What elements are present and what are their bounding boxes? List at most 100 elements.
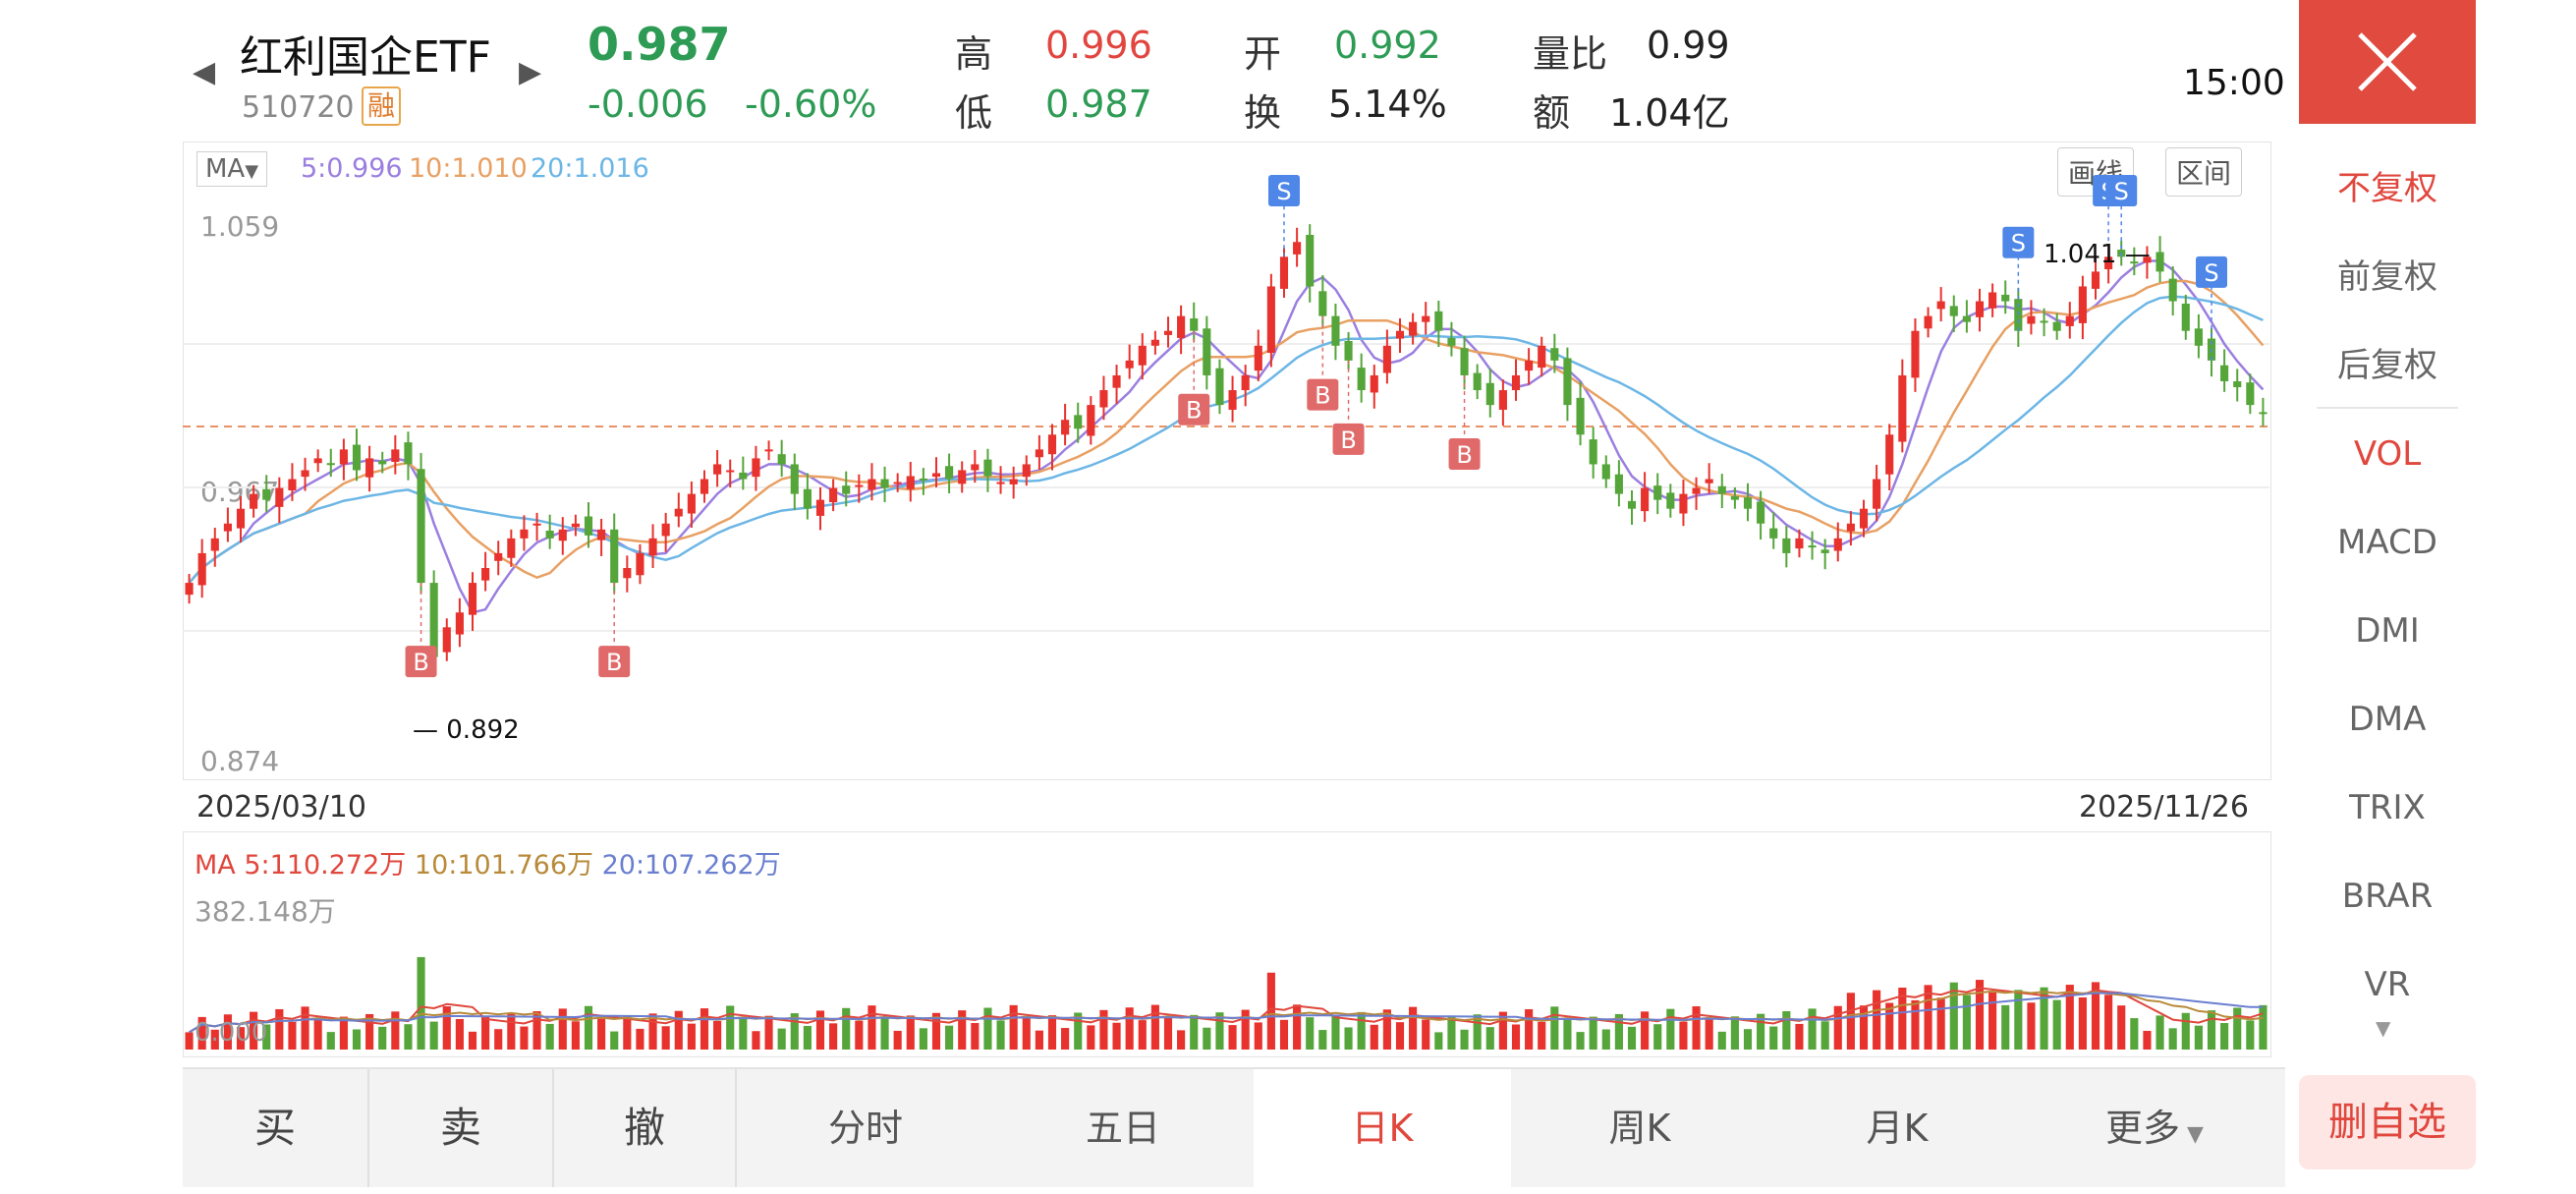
candle-body — [636, 552, 644, 576]
volume-bar — [468, 1031, 477, 1050]
sell-signal-badge — [2105, 175, 2138, 206]
volume-bar — [2168, 1028, 2177, 1050]
volume-bar — [636, 1028, 644, 1050]
buy-signal-badge — [1307, 378, 1339, 411]
tab-daily-k[interactable]: 日K — [1254, 1069, 1511, 1187]
sidebar-item-dma[interactable]: DMA — [2348, 700, 2427, 739]
volume-bar — [197, 1016, 206, 1050]
sidebar-item-vr[interactable]: VR — [2364, 965, 2411, 1004]
sidebar-item-backward-adjust[interactable]: 后复权 — [2337, 346, 2437, 385]
vol-ma20: 20:107.262万 — [601, 850, 781, 881]
candle-body — [1782, 538, 1791, 553]
tab-buy[interactable]: 买 — [253, 1104, 296, 1152]
candle-body — [1873, 479, 1881, 509]
volume-bar — [584, 1005, 593, 1050]
tab-weekly-k[interactable]: 周K — [1608, 1107, 1671, 1150]
candle-body — [352, 444, 362, 471]
volume-bar — [931, 1012, 941, 1050]
volume-bar — [1589, 1016, 1597, 1050]
range-button[interactable]: 区间 — [2165, 147, 2243, 197]
volume-bar — [275, 1008, 284, 1050]
candle-body — [2091, 271, 2100, 289]
tab-intraday[interactable]: 分时 — [827, 1107, 903, 1150]
buy-signal-badge — [1332, 423, 1365, 455]
kline-chart: BBBBBBSSSSS — [183, 175, 2269, 678]
candle-body — [1125, 360, 1134, 369]
volume-bar — [236, 1027, 246, 1050]
caret-down-icon[interactable]: ▼ — [2376, 1016, 2391, 1040]
tab-cancel[interactable]: 撤 — [623, 1104, 665, 1152]
candle-body — [301, 470, 309, 478]
volume-bar — [1331, 1014, 1340, 1050]
volume-bar — [223, 1014, 232, 1050]
candle-body — [1306, 234, 1315, 287]
volume-bar — [1873, 990, 1881, 1050]
chevron-left-icon[interactable]: ◀ — [193, 55, 216, 89]
volume-bar — [713, 1020, 722, 1050]
sidebar-item-vol[interactable]: VOL — [2353, 434, 2422, 474]
sidebar-item-trix[interactable]: TRIX — [2349, 788, 2426, 827]
volume-bar — [996, 1020, 1005, 1050]
candle-body — [2001, 294, 2010, 302]
sidebar-item-no-adjust[interactable]: 不复权 — [2337, 169, 2437, 208]
tab-monthly-k[interactable]: 月K — [1866, 1107, 1929, 1150]
volume-bar — [365, 1013, 374, 1050]
candle-body — [829, 487, 838, 503]
tab-divider — [367, 1069, 369, 1187]
candle-body — [674, 508, 683, 517]
tab-divider — [735, 1069, 737, 1187]
candle-body — [2194, 328, 2203, 346]
candle-body — [1395, 330, 1405, 339]
volume-bar — [1550, 1006, 1559, 1050]
candle-body — [1344, 340, 1353, 361]
volume-bar — [2194, 1025, 2203, 1050]
ma20-label: 20:1.016 — [531, 153, 649, 184]
candle-body — [197, 552, 206, 586]
sidebar-item-forward-adjust[interactable]: 前复权 — [2337, 257, 2437, 297]
volume-bar — [1949, 982, 1958, 1050]
stat-value-low: 0.987 — [1045, 83, 1152, 126]
volume-bar — [1473, 1014, 1482, 1050]
chevron-right-icon[interactable]: ▶ — [519, 55, 542, 89]
volume-bar — [1511, 1024, 1521, 1050]
candle-body — [1009, 479, 1018, 484]
volume-bar — [919, 1028, 927, 1050]
sell-signal-label: S — [2204, 259, 2218, 287]
candle-body — [815, 499, 825, 516]
candle-body — [558, 529, 567, 541]
candle-body — [1679, 493, 1688, 514]
volume-bar — [2130, 1018, 2139, 1050]
volume-bar — [1035, 1030, 1043, 1050]
close-icon — [2358, 32, 2417, 91]
kline-panel[interactable] — [183, 142, 2271, 780]
sell-signal-badge — [1268, 175, 1300, 206]
volume-bar — [1743, 1029, 1753, 1050]
candle-body — [1949, 306, 1958, 316]
candle-body — [1525, 360, 1534, 371]
tab-sell[interactable]: 卖 — [439, 1104, 481, 1152]
volume-bar — [1627, 1026, 1637, 1050]
close-button[interactable] — [2299, 0, 2476, 124]
tab-five-day[interactable]: 五日 — [1085, 1107, 1160, 1150]
candle-body — [1293, 242, 1302, 255]
sidebar-item-dmi[interactable]: DMI — [2355, 611, 2420, 651]
volume-bar — [1306, 1017, 1315, 1050]
candle-body — [2259, 412, 2268, 415]
sidebar-item-brar[interactable]: BRAR — [2341, 877, 2434, 916]
volume-bar — [1757, 1013, 1765, 1050]
candle-body — [842, 485, 851, 494]
ma-select[interactable]: MA▼ — [196, 151, 268, 187]
candle-body — [288, 479, 297, 490]
volume-panel[interactable] — [183, 831, 2271, 1057]
volume-bar — [1395, 1022, 1405, 1050]
volume-bar — [1653, 1024, 1662, 1050]
tab-more[interactable]: 更多 ▼ — [2026, 1069, 2283, 1187]
candle-body — [391, 449, 400, 463]
remove-watchlist-button[interactable]: 删自选 — [2299, 1075, 2476, 1169]
vol-ma10: 10:101.766万 — [414, 850, 593, 881]
stat-value-open: 0.992 — [1334, 24, 1441, 67]
candle-body — [468, 583, 477, 615]
candle-body — [726, 470, 735, 473]
sidebar-item-macd[interactable]: MACD — [2337, 523, 2437, 562]
volume-bar — [1795, 1023, 1804, 1050]
